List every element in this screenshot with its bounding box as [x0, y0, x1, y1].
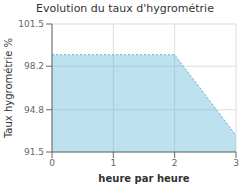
svg-text:heure par heure: heure par heure — [98, 173, 189, 184]
svg-text:98.2: 98.2 — [24, 61, 44, 71]
svg-text:94.8: 94.8 — [24, 105, 44, 115]
svg-text:1: 1 — [110, 158, 116, 168]
svg-text:91.5: 91.5 — [24, 147, 44, 157]
svg-text:101.5: 101.5 — [18, 19, 44, 29]
svg-text:3: 3 — [233, 158, 239, 168]
svg-text:2: 2 — [172, 158, 178, 168]
svg-text:Taux hygrométrie %: Taux hygrométrie % — [8, 38, 14, 139]
html-text:Evolution du taux d'hygrométri: Evolution du taux d'hygrométrie — [36, 2, 214, 15]
svg-text:0: 0 — [49, 158, 55, 168]
